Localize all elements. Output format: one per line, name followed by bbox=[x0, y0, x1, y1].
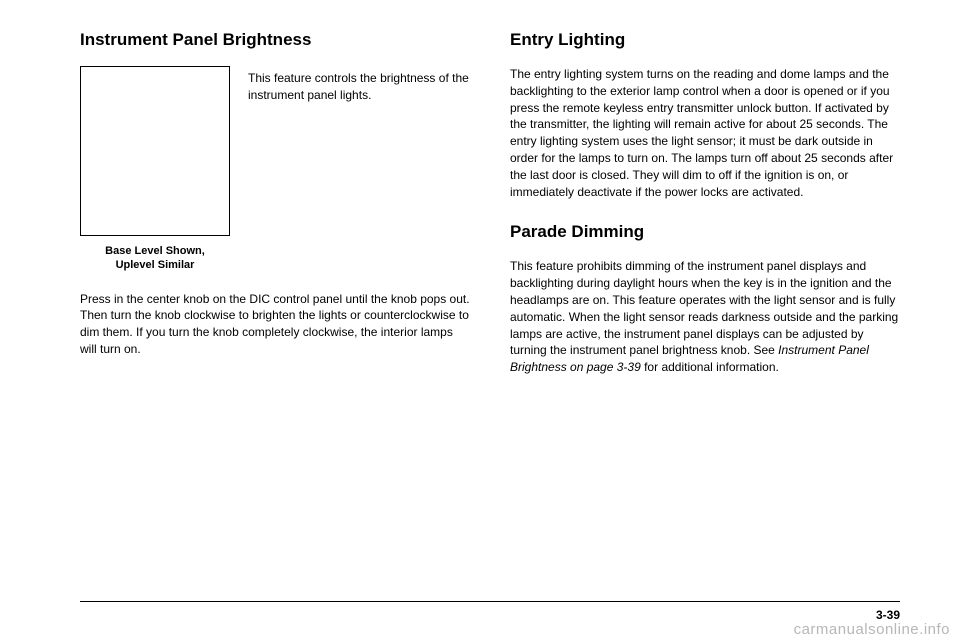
heading-entry-lighting: Entry Lighting bbox=[510, 30, 900, 50]
parade-text-c: for additional information. bbox=[641, 360, 779, 374]
parade-dimming-body: This feature prohibits dimming of the in… bbox=[510, 258, 900, 376]
content-columns: Instrument Panel Brightness This feature… bbox=[80, 30, 900, 570]
figure-caption: Base Level Shown, Uplevel Similar bbox=[80, 244, 230, 273]
figure-row: This feature controls the brightness of … bbox=[80, 66, 470, 236]
heading-instrument-panel: Instrument Panel Brightness bbox=[80, 30, 470, 50]
watermark: carmanualsonline.info bbox=[794, 621, 950, 638]
left-column: Instrument Panel Brightness This feature… bbox=[80, 30, 470, 570]
footer-divider bbox=[80, 601, 900, 602]
page-number: 3-39 bbox=[876, 608, 900, 622]
left-body-text: Press in the center knob on the DIC cont… bbox=[80, 291, 470, 358]
caption-line-1: Base Level Shown, bbox=[105, 245, 205, 257]
caption-line-2: Uplevel Similar bbox=[116, 259, 195, 271]
right-column: Entry Lighting The entry lighting system… bbox=[510, 30, 900, 570]
figure-side-text: This feature controls the brightness of … bbox=[248, 66, 470, 104]
entry-lighting-body: The entry lighting system turns on the r… bbox=[510, 66, 900, 200]
heading-parade-dimming: Parade Dimming bbox=[510, 222, 900, 242]
figure-placeholder bbox=[80, 66, 230, 236]
